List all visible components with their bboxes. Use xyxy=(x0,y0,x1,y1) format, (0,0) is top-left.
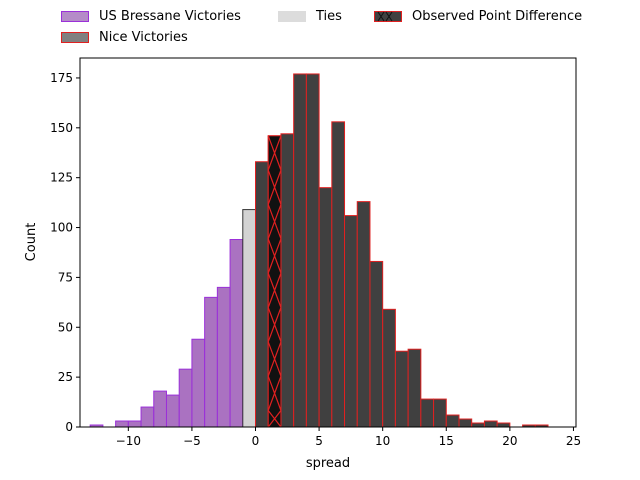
bar-nice-victories-11 xyxy=(394,350,409,428)
legend-label-observed: Observed Point Difference xyxy=(412,9,583,24)
bar-us-bressane-victories-10 xyxy=(229,239,244,428)
legend: US Bressane Victories Nice Victories Tie… xyxy=(58,6,618,48)
observed-bar-layer xyxy=(267,135,282,428)
bar-nice-victories-0 xyxy=(255,161,269,428)
bar-us-bressane-victories-2 xyxy=(127,420,142,428)
x-tick-label: 10 xyxy=(375,434,390,448)
x-tick-label: 20 xyxy=(502,434,517,448)
y-tick-label: 50 xyxy=(58,320,73,334)
x-tick-label: −5 xyxy=(183,434,201,448)
bar-us-bressane-victories-6 xyxy=(178,368,193,428)
bar-nice-victories-12 xyxy=(407,348,422,428)
x-axis-label: spread xyxy=(306,456,350,471)
x-tick-label: −10 xyxy=(116,434,141,448)
bar-nice-victories-6 xyxy=(331,121,346,428)
bar-nice-victories-18 xyxy=(483,420,498,428)
bar-nice-victories-17 xyxy=(471,422,485,428)
legend-label-nice: Nice Victories xyxy=(99,30,188,45)
bar-us-bressane-victories-5 xyxy=(165,394,180,428)
legend-swatch-ties xyxy=(278,11,306,22)
bar-nice-victories-3 xyxy=(293,73,307,428)
legend-swatch-nice xyxy=(61,32,89,43)
bar-ties-0 xyxy=(242,209,257,428)
y-tick-label: 25 xyxy=(58,370,73,384)
legend-item-us-bressane: US Bressane Victories xyxy=(61,9,241,24)
axes-frame xyxy=(79,57,577,428)
y-tick-label: 75 xyxy=(58,270,73,284)
bar-us-bressane-victories-7 xyxy=(191,338,206,428)
observed-bar xyxy=(267,135,282,428)
bar-nice-victories-4 xyxy=(305,73,320,428)
bar-nice-victories-9 xyxy=(369,260,384,428)
bar-us-bressane-victories-8 xyxy=(204,296,218,428)
y-axis-label: Count xyxy=(24,223,39,262)
x-axis-ticks: −10 −5 0 5 10 15 20 25 xyxy=(116,427,581,448)
legend-item-nice: Nice Victories xyxy=(61,30,188,45)
y-tick-label: 150 xyxy=(50,121,73,135)
bar-nice-victories-19 xyxy=(496,422,511,428)
bar-nice-victories-10 xyxy=(382,308,396,428)
legend-item-ties: Ties xyxy=(278,9,342,24)
bar-nice-victories-7 xyxy=(344,215,358,428)
x-tick-label: 25 xyxy=(566,434,581,448)
legend-item-observed: Observed Point Difference xyxy=(374,9,582,24)
y-tick-label: 100 xyxy=(50,221,73,235)
bar-nice-victories-5 xyxy=(318,187,333,428)
bar-nice-victories-15 xyxy=(445,414,460,428)
bar-us-bressane-victories-4 xyxy=(153,390,167,428)
bar-nice-victories-13 xyxy=(420,398,435,428)
legend-swatch-us-bressane xyxy=(61,11,89,22)
y-tick-label: 175 xyxy=(50,71,73,85)
x-tick-label: 5 xyxy=(315,434,323,448)
bar-nice-victories-16 xyxy=(458,418,473,428)
bar-nice-victories-14 xyxy=(433,398,447,428)
bar-us-bressane-victories-1 xyxy=(115,420,129,428)
x-tick-label: 0 xyxy=(252,434,260,448)
y-tick-label: 125 xyxy=(50,171,73,185)
bars-layer xyxy=(89,73,549,428)
bar-us-bressane-victories-9 xyxy=(216,286,231,428)
observed-bar-hatch xyxy=(267,135,282,428)
bar-nice-victories-2 xyxy=(280,133,295,428)
y-axis-ticks: 0 25 50 75 100 125 150 175 xyxy=(50,71,80,434)
bar-us-bressane-victories-3 xyxy=(140,406,155,428)
legend-label-ties: Ties xyxy=(316,9,342,24)
y-tick-label: 0 xyxy=(65,420,73,434)
legend-label-us-bressane: US Bressane Victories xyxy=(99,9,241,24)
x-tick-label: 15 xyxy=(439,434,454,448)
legend-swatch-observed xyxy=(374,11,402,22)
bar-nice-victories-8 xyxy=(356,201,371,428)
